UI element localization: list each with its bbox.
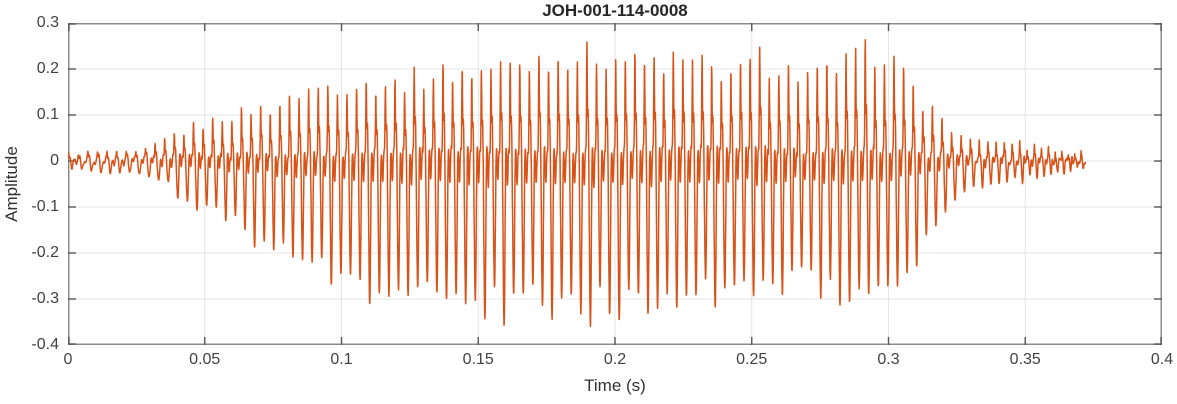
plot-area bbox=[68, 23, 1162, 345]
x-tick-label: 0.15 bbox=[462, 351, 494, 368]
x-tick-label: 0.2 bbox=[603, 351, 627, 368]
y-tick-label: -0.2 bbox=[31, 244, 59, 261]
y-tick-label: 0.3 bbox=[36, 14, 59, 31]
x-tick-label: 0 bbox=[63, 351, 73, 368]
waveform-path bbox=[68, 38, 1087, 328]
x-tick-label: 0.35 bbox=[1009, 351, 1041, 368]
y-tick-label: 0.2 bbox=[36, 60, 59, 77]
x-tick-label: 0.3 bbox=[877, 351, 900, 368]
x-tick-label: 0.4 bbox=[1150, 351, 1174, 368]
y-tick-labels: 0.3 0.2 0.1 0 -0.1 -0.2 -0.3 -0.4 bbox=[0, 14, 59, 353]
x-axis-label: Time (s) bbox=[584, 376, 646, 395]
y-tick-label: 0 bbox=[50, 152, 59, 169]
y-tick-label: -0.4 bbox=[31, 336, 59, 353]
y-tick-label: -0.3 bbox=[31, 290, 59, 307]
x-tick-label: 0.1 bbox=[330, 351, 353, 368]
x-tick-labels: 0 0.05 0.1 0.15 0.2 0.25 0.3 0.35 0.4 bbox=[64, 351, 1174, 369]
y-tick-label: -0.1 bbox=[31, 198, 59, 215]
y-tick-label: 0.1 bbox=[36, 106, 59, 123]
plot-svg bbox=[68, 23, 1162, 345]
x-tick-label: 0.05 bbox=[189, 351, 221, 368]
chart-title: JOH-001-114-0008 bbox=[542, 1, 688, 20]
x-tick-label: 0.25 bbox=[736, 351, 768, 368]
